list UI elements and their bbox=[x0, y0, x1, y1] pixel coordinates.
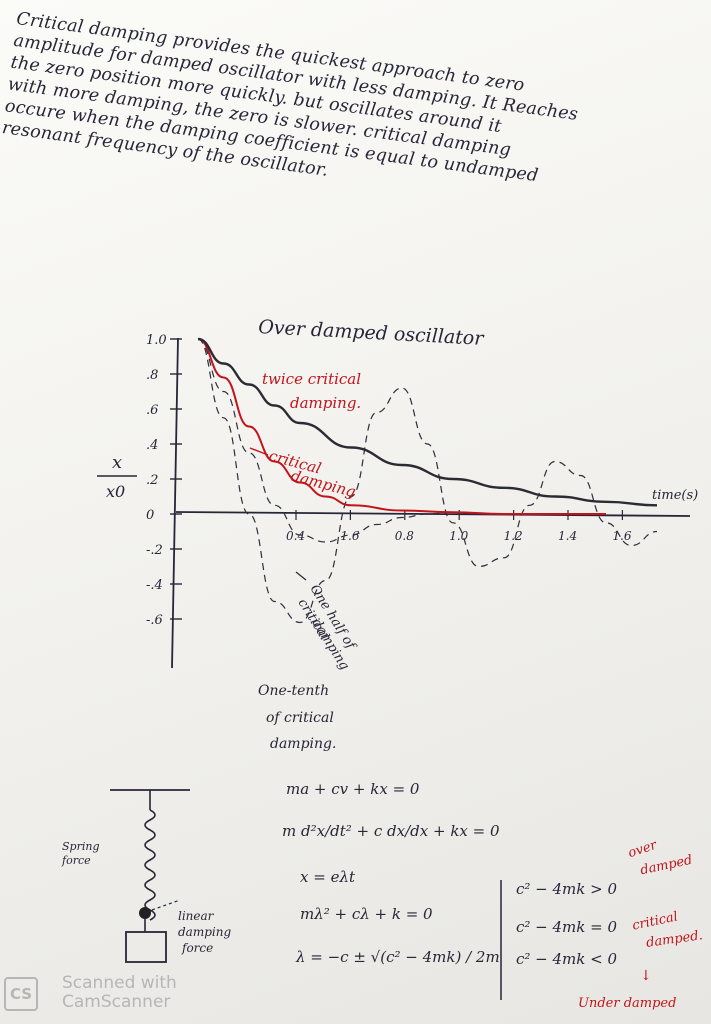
damping-label-2: damping bbox=[178, 925, 231, 939]
case-under-damped: c² − 4mk < 0 bbox=[516, 950, 618, 968]
damping-label-1: linear bbox=[178, 909, 215, 923]
equation-motion: ma + cv + kx = 0 bbox=[286, 780, 420, 798]
damping-label-3: force bbox=[181, 941, 213, 955]
damper-node bbox=[139, 907, 151, 919]
annotation-twice-critical-1: twice critical bbox=[262, 370, 361, 388]
case-critical-label-1: critical bbox=[630, 909, 680, 934]
spring-label-2: force bbox=[61, 854, 91, 867]
equation-trial-solution: x = eλt bbox=[300, 868, 355, 886]
annotation-one-half-arrow bbox=[295, 571, 307, 581]
case-over-label-1: over bbox=[626, 837, 659, 862]
case-critical-damped: c² − 4mk = 0 bbox=[516, 918, 618, 936]
y-label-bottom: x0 bbox=[106, 482, 125, 501]
x-axis-label: time(s) bbox=[652, 488, 698, 503]
y-tick-label: .8 bbox=[146, 368, 158, 383]
y-tick-label: .4 bbox=[146, 438, 158, 453]
y-tick-label: .6 bbox=[146, 403, 158, 418]
equation-roots: λ = −c ± √(c² − 4mk) / 2m bbox=[296, 948, 500, 966]
mass-block bbox=[125, 931, 167, 963]
y-tick-label: -.6 bbox=[146, 613, 163, 628]
spring-damper-diagram: Spring force linear damping force bbox=[61, 789, 231, 963]
x-tick-label: 0.4 bbox=[286, 529, 305, 543]
case-critical-label-2: damped. bbox=[645, 928, 704, 951]
case-over-label-2: damped bbox=[639, 852, 694, 879]
spring-label-1: Spring bbox=[62, 840, 99, 853]
annotation-twice-critical-2: damping. bbox=[290, 394, 361, 412]
watermark-line-2: CamScanner bbox=[62, 992, 171, 1012]
y-tick-label: .2 bbox=[146, 473, 158, 488]
spring-coil bbox=[144, 809, 156, 921]
y-axis bbox=[171, 337, 179, 669]
x-tick-group: 0.4 1.6 0.8 1.0 1.2 1.4 1.6 bbox=[286, 510, 632, 543]
intro-paragraph: Critical damping provides the quickest a… bbox=[1, 8, 702, 229]
annotation-one-tenth-3: damping. bbox=[270, 736, 336, 752]
curve-twice-critical bbox=[197, 337, 658, 507]
annotation-one-tenth-2: of critical bbox=[266, 710, 334, 726]
equation-differential: m d²x/dt² + c dx/dx + kx = 0 bbox=[282, 822, 500, 840]
watermark-line-1: Scanned with bbox=[62, 973, 177, 993]
x-tick-label: 1.4 bbox=[558, 529, 577, 543]
y-tick-label: -.4 bbox=[146, 578, 163, 593]
equation-characteristic: mλ² + cλ + k = 0 bbox=[300, 905, 433, 923]
curve-one-half-critical bbox=[197, 338, 505, 543]
y-tick-group: 1.0 .8 .6 .4 .2 0 -.2 -.4 -.6 bbox=[146, 333, 182, 628]
cases-divider bbox=[500, 880, 502, 1000]
case-under-arrow: ↓ bbox=[640, 968, 652, 984]
x-tick-label: 0.8 bbox=[395, 529, 414, 543]
graph-title: Over damped oscillator bbox=[258, 316, 486, 350]
y-tick-label: -.2 bbox=[146, 543, 163, 558]
x-tick-label: 1.6 bbox=[340, 529, 359, 543]
oscillator-graph: Over damped oscillator x x0 1.0 .8 .6 .4 .2 0… bbox=[97, 316, 698, 752]
damping-arrow bbox=[151, 899, 181, 911]
x-tick-label: 1.0 bbox=[449, 529, 468, 543]
case-over-damped: c² − 4mk > 0 bbox=[516, 880, 618, 898]
curve-one-tenth-critical bbox=[197, 338, 658, 624]
x-tick-label: 1.6 bbox=[612, 529, 631, 543]
case-under-label: Under damped bbox=[578, 996, 677, 1011]
x-tick-label: 1.2 bbox=[504, 529, 523, 543]
y-tick-label: 0 bbox=[146, 508, 154, 523]
y-label-top: x bbox=[112, 452, 122, 473]
y-tick-label: 1.0 bbox=[146, 333, 167, 348]
curve-critical-damping bbox=[197, 338, 606, 516]
annotation-one-tenth-1: One-tenth bbox=[258, 683, 329, 699]
camscanner-watermark: Scanned with CamScanner bbox=[62, 974, 177, 1012]
camscanner-logo: CS bbox=[4, 977, 38, 1011]
annotation-critical-arrow bbox=[249, 447, 269, 456]
